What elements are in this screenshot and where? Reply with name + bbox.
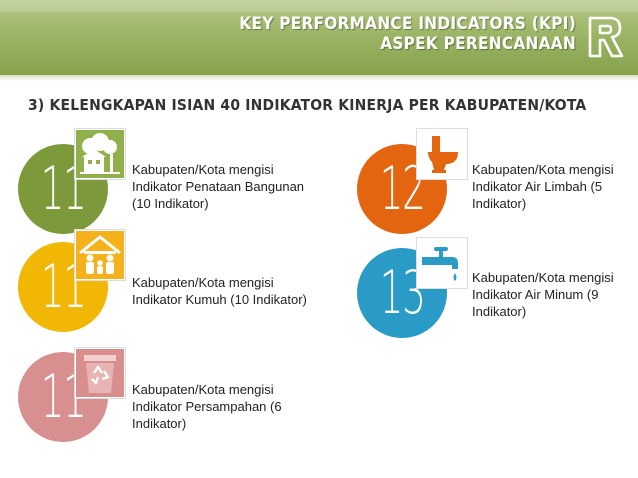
icon-frame — [416, 128, 468, 180]
count-circle: 11 — [18, 242, 108, 332]
description-line: Indikator) — [132, 416, 187, 431]
ministry-logo-icon — [588, 16, 624, 58]
icon-frame — [74, 128, 126, 180]
description-line: Kabupaten/Kota mengisi — [132, 162, 274, 177]
description-line: Kabupaten/Kota mengisi — [132, 382, 274, 397]
header-title: KEY PERFORMANCE INDICATORS (KPI) ASPEK P… — [239, 14, 576, 54]
section-title: 3) KELENGKAPAN ISIAN 40 INDIKATOR KINERJ… — [28, 96, 587, 114]
icon-frame — [74, 229, 126, 281]
building-trees-icon — [76, 130, 124, 178]
description-line: Indikator Air Limbah (5 — [472, 179, 603, 194]
kpi-description: Kabupaten/Kota mengisi Indikator Air Min… — [472, 269, 638, 320]
header-title-line2: ASPEK PERENCANAAN — [380, 34, 576, 54]
description-line: Kabupaten/Kota mengisi — [472, 162, 614, 177]
description-line: (10 Indikator) — [132, 196, 209, 211]
icon-frame — [416, 237, 468, 289]
description-line: Indikator) — [472, 304, 527, 319]
description-line: Indikator) — [472, 196, 527, 211]
kpi-description: Kabupaten/Kota mengisi Indikator Penataa… — [132, 161, 317, 212]
water-tap-icon — [418, 239, 466, 287]
description-line: Indikator Air Minum (9 — [472, 287, 599, 302]
family-house-icon — [76, 231, 124, 279]
kpi-description: Kabupaten/Kota mengisi Indikator Air Lim… — [472, 161, 638, 212]
description-line: Indikator Persampahan (6 — [132, 399, 282, 414]
recycle-bin-icon — [76, 349, 124, 397]
description-line: Kabupaten/Kota mengisi — [132, 275, 274, 290]
header-divider — [0, 75, 638, 81]
description-line: Indikator Penataan Bangunan — [132, 179, 305, 194]
header-stripe — [0, 0, 638, 12]
description-line: Indikator Kumuh (10 Indikator) — [132, 292, 307, 307]
toilet-icon — [418, 130, 466, 178]
description-line: Kabupaten/Kota mengisi — [472, 270, 614, 285]
header-banner: KEY PERFORMANCE INDICATORS (KPI) ASPEK P… — [0, 0, 638, 75]
kpi-description: Kabupaten/Kota mengisi Indikator Persamp… — [132, 381, 317, 432]
header-title-line1: KEY PERFORMANCE INDICATORS (KPI) — [239, 14, 576, 34]
kpi-description: Kabupaten/Kota mengisi Indikator Kumuh (… — [132, 274, 317, 308]
icon-frame — [74, 347, 126, 399]
